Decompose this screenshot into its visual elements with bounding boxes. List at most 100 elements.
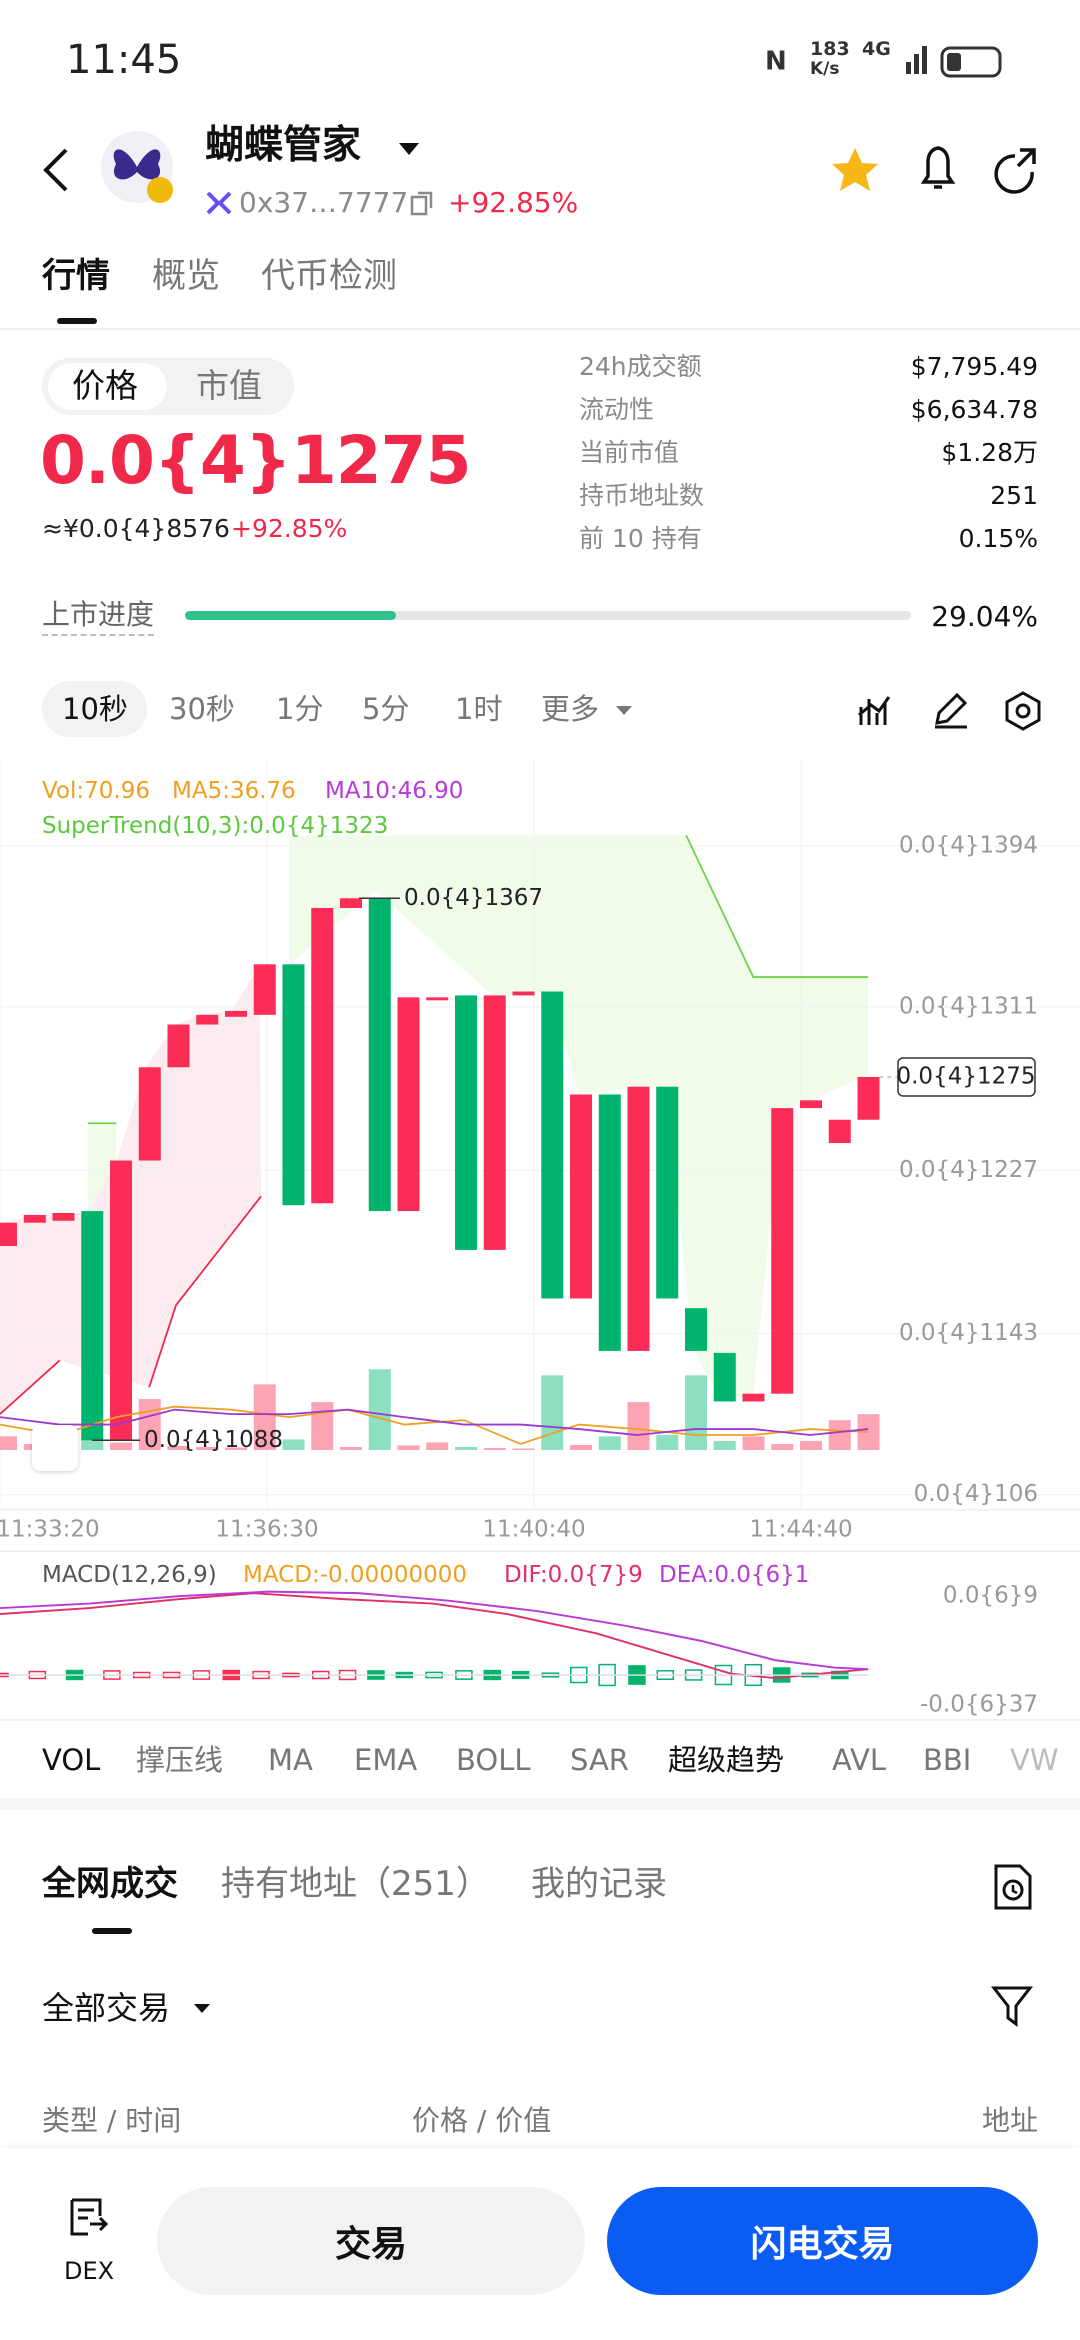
tab[interactable]: 概览: [152, 256, 220, 296]
volume-bar: [857, 1414, 880, 1450]
indicator-tab[interactable]: EMA: [354, 1743, 418, 1777]
tab[interactable]: 行情: [42, 256, 110, 296]
indicator-tab[interactable]: 超级趋势: [668, 1743, 785, 1777]
signal: [906, 62, 911, 74]
volume-bar: [742, 1436, 765, 1450]
volume-bar: [225, 1447, 247, 1450]
indicator-tab[interactable]: AVL: [832, 1743, 886, 1777]
macd-legend: MACD(12,26,9): [42, 1562, 217, 1588]
candle: [828, 1119, 851, 1144]
dex-icon[interactable]: [66, 2196, 110, 2240]
dropdown-arrow[interactable]: [612, 700, 636, 720]
indicator-tool[interactable]: [858, 696, 891, 725]
fullscreen-button[interactable]: [32, 1425, 78, 1471]
candle: [311, 907, 334, 1204]
dif-legend: DIF:0.0{7}9: [504, 1562, 643, 1588]
indicator-tab[interactable]: BOLL: [456, 1743, 531, 1777]
candle: [455, 995, 477, 1250]
back-button[interactable]: [43, 148, 68, 192]
interval[interactable]: 30秒: [169, 692, 235, 726]
flash-trade-button[interactable]: 闪电交易: [607, 2187, 1038, 2295]
network-type: 4G: [862, 38, 891, 60]
trade-button[interactable]: 交易: [157, 2187, 585, 2295]
x-tick-label: 11:40:40: [482, 1517, 585, 1543]
dex-label[interactable]: DEX: [64, 2257, 115, 2285]
dropdown-arrow[interactable]: [192, 1999, 212, 2019]
share-button[interactable]: [994, 148, 1036, 194]
filter-icon[interactable]: [990, 1984, 1034, 2030]
chart-decor: [0, 834, 1080, 1721]
last-price-box: [897, 1057, 1036, 1097]
candle: [800, 1100, 822, 1109]
stat-value: $6,634.78: [910, 395, 1038, 424]
indicator-tab[interactable]: VW: [1010, 1743, 1059, 1777]
candle: [253, 964, 276, 1015]
favorite-star[interactable]: [832, 148, 878, 191]
volume-bar: [397, 1445, 420, 1450]
tab[interactable]: 代币检测: [261, 256, 397, 296]
indicator-tab[interactable]: SAR: [570, 1743, 629, 1777]
volume-bar: [455, 1446, 477, 1450]
candle: [627, 1086, 650, 1351]
stat-value: 0.15%: [958, 524, 1038, 553]
clock: 11:45: [66, 37, 182, 83]
net-speed-unit: K/s: [810, 59, 840, 79]
volume-bar: [426, 1442, 449, 1450]
y-tick-label: 0.0{4}106: [914, 1481, 1038, 1507]
candle: [225, 1010, 247, 1017]
toggle-option[interactable]: 市值: [196, 366, 262, 405]
token-address: 0x37…7777: [239, 186, 409, 219]
settings[interactable]: [1005, 691, 1041, 731]
interval[interactable]: 更多: [541, 692, 600, 726]
settings-center: [1015, 703, 1031, 719]
trades-tab[interactable]: 持有地址（251）: [221, 1864, 490, 1904]
history-icon[interactable]: [990, 1862, 1036, 1912]
interval[interactable]: 10秒: [62, 692, 128, 726]
dif-line: [0, 1592, 869, 1680]
tab-indicator: [57, 318, 97, 324]
volume-bar: [340, 1446, 362, 1450]
supertrend-legend: SuperTrend(10,3):0.0{4}1323: [42, 813, 389, 839]
trades-tab[interactable]: 我的记录: [531, 1864, 667, 1904]
alert-bell[interactable]: [920, 146, 956, 189]
candle: [713, 1352, 736, 1402]
candle: [426, 997, 449, 1001]
net-speed: 183: [810, 38, 850, 60]
volume-bar: [483, 1447, 506, 1450]
interval[interactable]: 1分: [276, 692, 324, 726]
divider: [0, 1798, 1080, 1810]
copy-icon[interactable]: [410, 190, 436, 218]
interval[interactable]: 5分: [362, 692, 410, 726]
volume-bar: [656, 1434, 679, 1450]
volume-bar: [713, 1440, 736, 1450]
interval-active: [42, 681, 147, 737]
low-label: 0.0{4}1088: [144, 1427, 283, 1453]
volume-bar: [253, 1384, 276, 1450]
macd-legend: MACD:-0.00000000: [243, 1562, 468, 1588]
column-header: 类型 / 时间: [42, 2104, 182, 2137]
candle: [81, 1211, 104, 1441]
trade-filter[interactable]: 全部交易: [42, 1989, 171, 2027]
dropdown-arrow[interactable]: [399, 143, 419, 155]
draw-tool[interactable]: [935, 692, 968, 729]
price: 0.0{4}1275: [40, 422, 472, 499]
indicator-tab[interactable]: 撑压线: [136, 1743, 224, 1777]
indicator-tab[interactable]: BBI: [923, 1743, 972, 1777]
interval[interactable]: 1时: [455, 692, 503, 726]
header-change: +92.85%: [448, 186, 579, 219]
indicator-tab[interactable]: VOL: [42, 1743, 101, 1777]
indicator-tab[interactable]: MA: [268, 1743, 313, 1777]
trades-tab[interactable]: 全网成交: [42, 1864, 178, 1904]
price-cny: ≈¥0.0{4}8576: [42, 514, 230, 543]
candle: [512, 991, 535, 996]
chain-badge: [147, 177, 173, 203]
candle: [857, 1076, 880, 1120]
toggle-active: [48, 363, 167, 410]
stat-value: 251: [990, 481, 1038, 510]
high-label: 0.0{4}1367: [404, 885, 543, 911]
toggle-option[interactable]: 价格: [72, 366, 138, 405]
battery: [940, 46, 1002, 78]
volume-bar: [828, 1420, 851, 1450]
volume-bar: [110, 1442, 132, 1450]
